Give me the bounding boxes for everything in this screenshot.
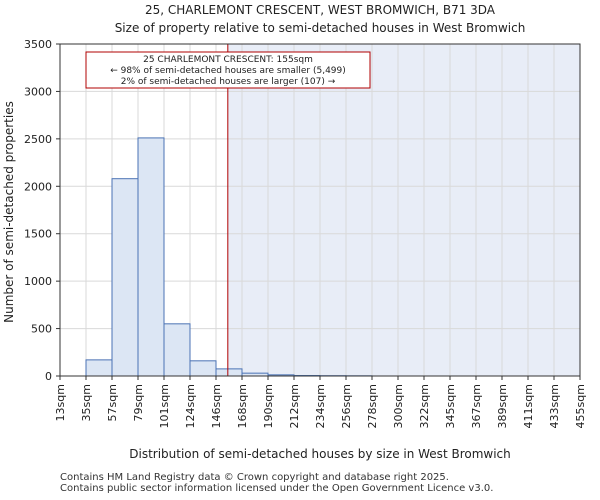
- x-tick-label: 411sqm: [522, 384, 535, 428]
- x-tick-label: 168sqm: [236, 384, 249, 428]
- y-tick-label: 2500: [24, 133, 52, 146]
- x-tick-label: 124sqm: [184, 384, 197, 428]
- x-tick-label: 367sqm: [470, 384, 483, 428]
- x-tick-label: 13sqm: [54, 384, 67, 421]
- y-tick-label: 500: [31, 323, 52, 336]
- y-axis-ticks: 0 500 1000 1500 2000 2500 3000 3500: [24, 38, 60, 383]
- x-tick-label: 190sqm: [262, 384, 275, 428]
- bar-layer: [85, 137, 373, 377]
- x-tick-label: 234sqm: [314, 384, 327, 428]
- x-tick-label: 455sqm: [574, 384, 587, 428]
- histogram-bar: [189, 360, 217, 377]
- x-tick-label: 57sqm: [106, 384, 119, 421]
- x-tick-label: 278sqm: [366, 384, 379, 428]
- chart-svg: 0 500 1000 1500 2000 2500 3000 3500 13sqm 35sqm 5…: [2, 3, 587, 461]
- histogram-bar: [163, 323, 191, 377]
- x-tick-label: 146sqm: [210, 384, 223, 428]
- y-tick-label: 3500: [24, 38, 52, 51]
- y-tick-label: 0: [45, 370, 52, 383]
- y-tick-label: 3000: [24, 85, 52, 98]
- y-tick-label: 1000: [24, 275, 52, 288]
- larger-region-shading: [227, 44, 580, 376]
- x-tick-label: 300sqm: [392, 384, 405, 428]
- annotation-frame: [85, 51, 371, 89]
- y-tick-label: 1500: [24, 228, 52, 241]
- x-tick-label: 389sqm: [496, 384, 509, 428]
- histogram-bar: [137, 137, 165, 377]
- y-axis-label: Number of semi-detached properties: [2, 101, 16, 323]
- chart-title: 25, CHARLEMONT CRESCENT, WEST BROMWICH, …: [145, 3, 496, 17]
- footer-line-2: Contains public sector information licen…: [60, 483, 494, 494]
- x-axis-ticks: 13sqm 35sqm 57sqm 79sqm 101sqm 124sqm 146sqm 16…: [54, 376, 587, 428]
- annotation-box: 25 CHARLEMONT CRESCENT: 155sqm ← 98% of …: [85, 51, 371, 89]
- x-tick-label: 433sqm: [548, 384, 561, 428]
- y-tick-label: 2000: [24, 180, 52, 193]
- x-tick-label: 101sqm: [158, 384, 171, 428]
- histogram-bar: [111, 178, 139, 377]
- x-tick-label: 322sqm: [418, 384, 431, 428]
- histogram-bar: [215, 368, 243, 377]
- x-tick-label: 256sqm: [340, 384, 353, 428]
- x-tick-label: 35sqm: [80, 384, 93, 421]
- annotation-line-3: 2% of semi-detached houses are larger (1…: [121, 77, 336, 87]
- x-tick-label: 345sqm: [444, 384, 457, 428]
- histogram-bar: [85, 359, 113, 377]
- chart-subtitle: Size of property relative to semi-detach…: [115, 21, 526, 35]
- annotation-line-1: 25 CHARLEMONT CRESCENT: 155sqm: [143, 55, 313, 65]
- footer: Contains HM Land Registry data © Crown c…: [60, 472, 493, 494]
- x-axis-label: Distribution of semi-detached houses by …: [129, 447, 511, 461]
- footer-line-1: Contains HM Land Registry data © Crown c…: [60, 472, 449, 483]
- x-tick-label: 79sqm: [132, 384, 145, 421]
- x-tick-label: 212sqm: [288, 384, 301, 428]
- annotation-line-2: ← 98% of semi-detached houses are smalle…: [110, 66, 346, 76]
